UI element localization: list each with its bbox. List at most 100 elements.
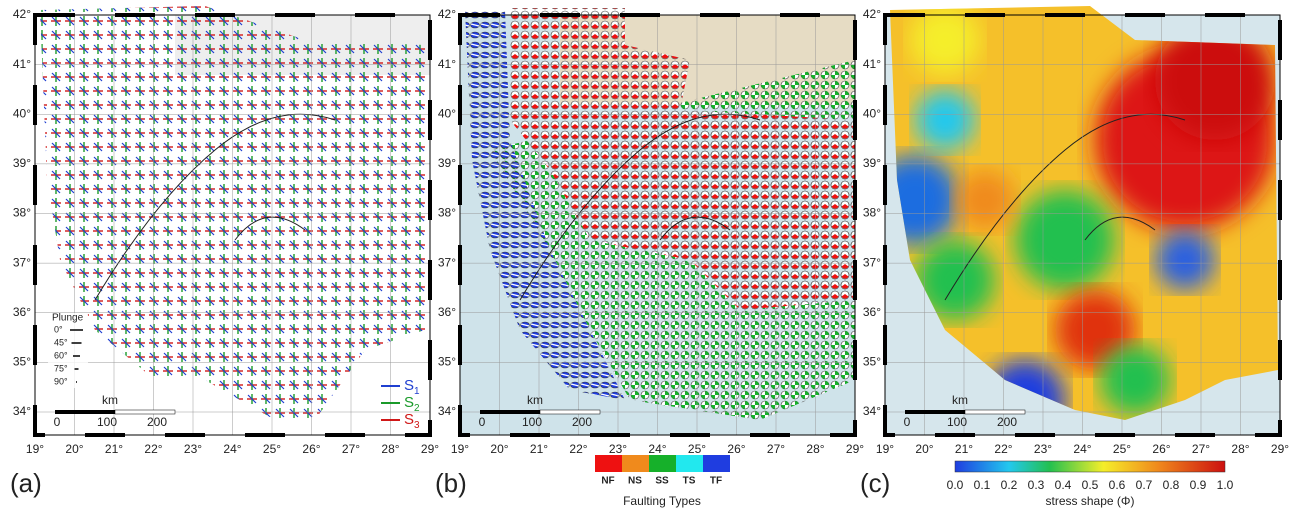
legend-label: S2 (404, 394, 420, 414)
legend-label: S3 (404, 411, 420, 431)
longitude-label: 21° (530, 442, 548, 456)
panel-label: (b) (435, 468, 467, 498)
longitude-label: 20° (915, 442, 933, 456)
stress-field (40, 6, 428, 420)
longitude-label: 29° (1271, 442, 1289, 456)
longitude-label: 23° (609, 442, 627, 456)
colorbar-tick: 0.4 (1055, 478, 1072, 492)
map-panel: 42° 41° 40° 39° 38° 37° 36° 35° 34° 19° 20° 21° 22° 2… (435, 7, 864, 498)
latitude-label: 35° (13, 355, 31, 369)
latitude-label: 34° (438, 404, 456, 418)
longitude-label: 28° (381, 442, 399, 456)
latitude-label: 38° (13, 206, 31, 220)
longitude-label: 24° (648, 442, 666, 456)
thrust-zone (465, 10, 625, 400)
longitude-label: 24° (1073, 442, 1091, 456)
plunge-item: 75° (54, 363, 68, 373)
faulting-type-swatch (703, 455, 730, 472)
legend-title: Plunge (52, 313, 84, 324)
longitude-label: 22° (994, 442, 1012, 456)
latitude-label: 41° (863, 57, 881, 71)
plunge-item: 45° (54, 337, 68, 347)
field-patch (915, 90, 975, 150)
legend-symbol-text: S (404, 394, 414, 411)
latitude-label: 35° (863, 355, 881, 369)
panel-label: (c) (860, 468, 890, 498)
latitude-label: 36° (438, 305, 456, 319)
field-patch (955, 170, 1015, 230)
field-patch (1155, 230, 1215, 290)
legend-label: S1 (404, 377, 420, 397)
longitude-label: 23° (1034, 442, 1052, 456)
longitude-label: 29° (421, 442, 439, 456)
faulting-type-swatch (595, 455, 622, 472)
latitude-label: 39° (13, 156, 31, 170)
longitude-label: 19° (451, 442, 469, 456)
plunge-item: 60° (54, 350, 68, 360)
latitude-label: 39° (863, 156, 881, 170)
stress-axis-item: S2 (381, 394, 420, 414)
faulting-types-title: Faulting Types (623, 494, 701, 508)
latitude-label: 42° (13, 7, 31, 21)
longitude-label: 27° (342, 442, 360, 456)
panel-label: (a) (10, 468, 42, 498)
colorbar-tick: 0.2 (1001, 478, 1018, 492)
faulting-type-swatch (622, 455, 649, 472)
colorbar-tick: 0.0 (947, 478, 964, 492)
latitude-label: 36° (863, 305, 881, 319)
latitude-label: 42° (438, 7, 456, 21)
colorbar-tick: 0.8 (1163, 478, 1180, 492)
scale-tick: 0 (54, 415, 61, 429)
scale-tick: 0 (904, 415, 911, 429)
latitude-label: 42° (863, 7, 881, 21)
latitude-label: 34° (13, 404, 31, 418)
longitude-label: 22° (569, 442, 587, 456)
longitude-label: 29° (846, 442, 864, 456)
longitude-label: 25° (688, 442, 706, 456)
colorbar-tick: 1.0 (1217, 478, 1234, 492)
colorbar-tick: 0.5 (1082, 478, 1099, 492)
field-patch (1100, 345, 1170, 415)
legend-subscript: 3 (414, 420, 420, 431)
latitude-label: 40° (13, 106, 31, 120)
latitude-label: 37° (13, 255, 31, 269)
longitude-label: 22° (144, 442, 162, 456)
colorbar (954, 460, 1226, 473)
longitude-label: 26° (1152, 442, 1170, 456)
scale-unit: km (102, 393, 118, 407)
stress-axis-item: S1 (381, 377, 420, 397)
colorbar-tick: 0.9 (1190, 478, 1207, 492)
field-patch (915, 240, 995, 320)
normal-fault-zone (510, 8, 855, 310)
longitude-label: 25° (1113, 442, 1131, 456)
faulting-type-label: NS (628, 476, 642, 487)
faulting-type-label: SS (655, 476, 669, 487)
field-patch (1015, 190, 1115, 290)
scale-tick: 200 (572, 415, 592, 429)
colorbar-tick: 0.3 (1028, 478, 1045, 492)
longitude-label: 20° (65, 442, 83, 456)
plunge-item: 90° (54, 376, 68, 386)
latitude-label: 37° (863, 255, 881, 269)
legend-subscript: 2 (414, 403, 420, 414)
scale-tick: 100 (522, 415, 542, 429)
latitude-label: 36° (13, 305, 31, 319)
field-patch (1055, 290, 1135, 370)
scale-unit: km (952, 393, 968, 407)
longitude-label: 24° (223, 442, 241, 456)
scale-tick: 100 (947, 415, 967, 429)
plunge-item: 0° (54, 324, 63, 334)
stress-axis-item: S3 (381, 411, 420, 431)
scale-tick: 200 (997, 415, 1017, 429)
latitude-label: 38° (863, 206, 881, 220)
latitude-label: 40° (438, 106, 456, 120)
scale-tick: 100 (97, 415, 117, 429)
faulting-type-swatch (649, 455, 676, 472)
scale-unit: km (527, 393, 543, 407)
longitude-label: 28° (806, 442, 824, 456)
faulting-type-label: NF (601, 476, 614, 487)
panels: 42°41°40°39°38°37°36°35°34°19° 20° 21° 22° 2… (10, 6, 1289, 508)
field-patch (910, 6, 980, 75)
